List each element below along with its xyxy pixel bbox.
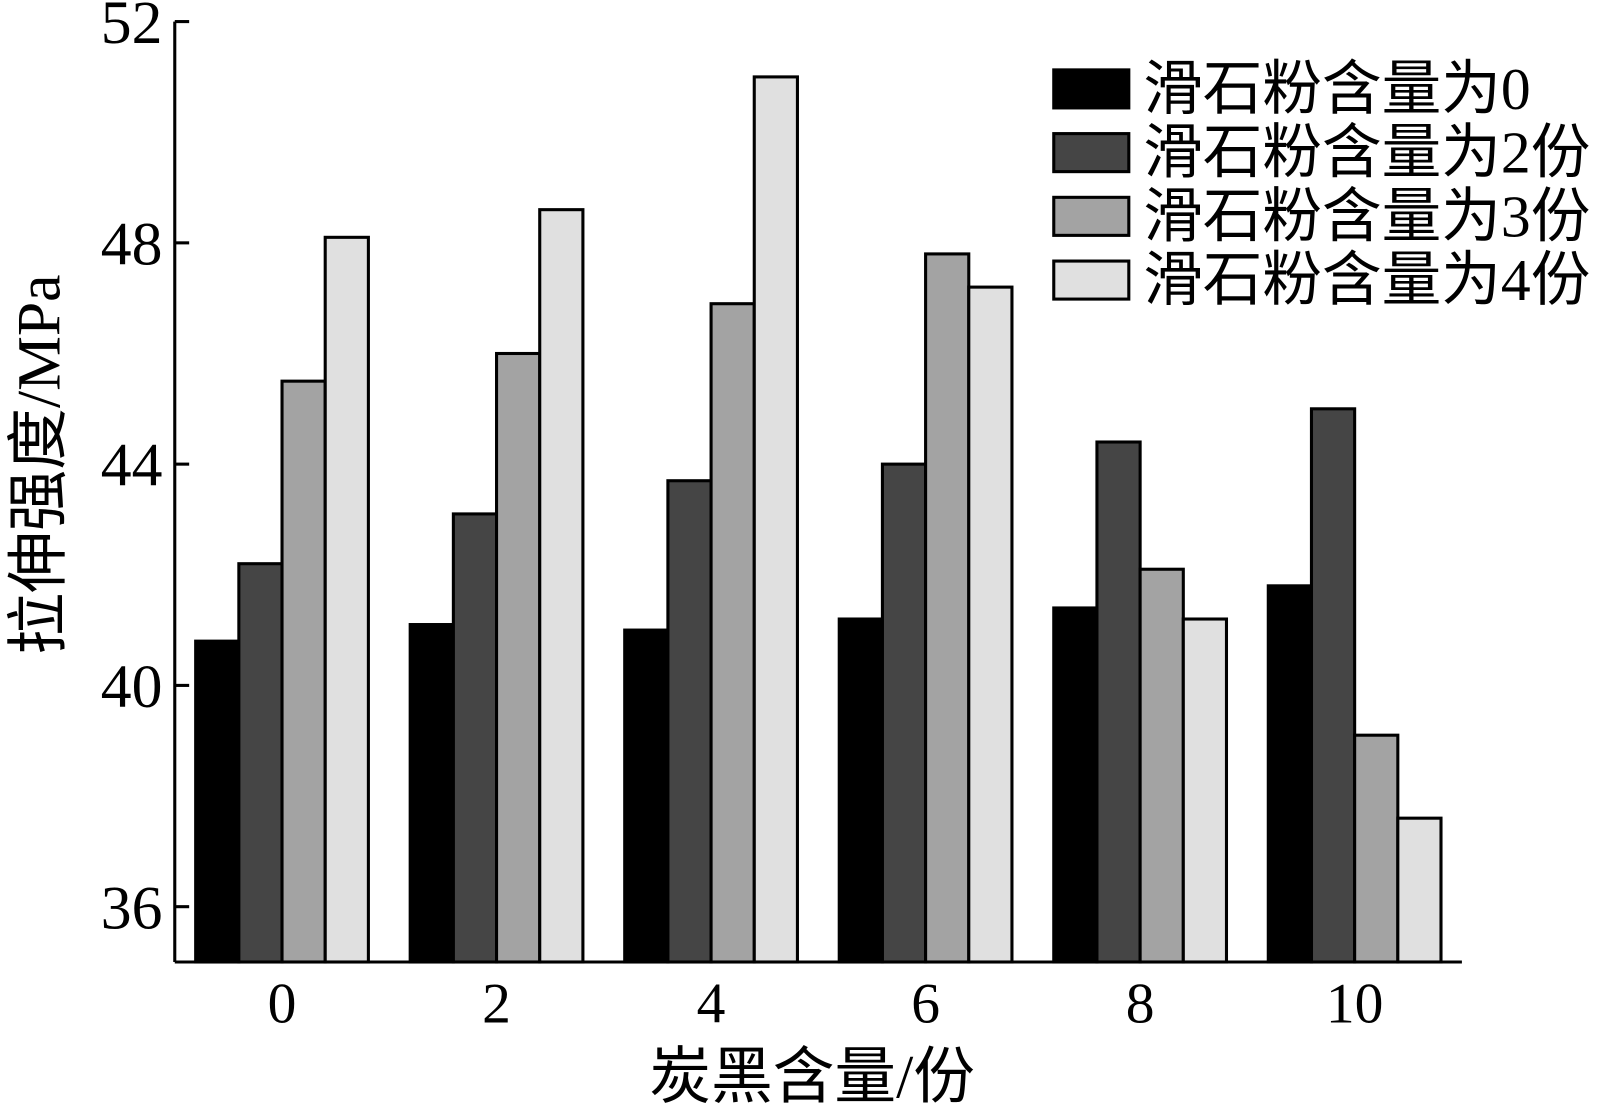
- bar-group-0: [194, 235, 370, 964]
- y-axis-label: 拉伸强度/MPa: [6, 274, 74, 654]
- legend-label: 滑石粉含量为3份: [1143, 183, 1590, 249]
- bar-series-0-cat-6: [837, 617, 884, 964]
- bar-series-1-cat-8: [1095, 440, 1142, 964]
- bar-series-1-cat-6: [880, 462, 928, 964]
- x-tick-label: 4: [697, 973, 726, 1036]
- legend: 滑石粉含量为0 滑石粉含量为2份 滑石粉含量为3份 滑石粉含量为4份: [1052, 56, 1590, 313]
- bar-series-0-cat-8: [1052, 606, 1099, 964]
- y-ticks: 36 40 44 48 52: [101, 0, 190, 942]
- legend-label: 滑石粉含量为2份: [1143, 120, 1590, 186]
- y-tick-label: 44: [101, 432, 163, 500]
- legend-label: 滑石粉含量为0: [1143, 56, 1531, 122]
- bar-series-2-cat-4: [709, 302, 756, 964]
- legend-item: 滑石粉含量为0: [1052, 56, 1531, 122]
- bar-series-0-cat-4: [623, 628, 670, 964]
- x-axis-label: 炭黑含量/份: [649, 1044, 974, 1110]
- y-tick-label: 36: [101, 874, 163, 942]
- bar-group-10: [1266, 407, 1443, 964]
- x-tick-label: 10: [1326, 973, 1384, 1036]
- legend-swatch: [1052, 68, 1131, 110]
- legend-swatch: [1052, 259, 1131, 301]
- legend-item: 滑石粉含量为3份: [1052, 183, 1590, 249]
- x-tick-label: 0: [268, 973, 297, 1036]
- bar-series-3-cat-2: [538, 208, 585, 964]
- bar-series-3-cat-4: [752, 75, 799, 964]
- x-ticks: 0 2 4 6 8 10: [268, 973, 1384, 1036]
- bar-series-1-cat-0: [237, 562, 284, 964]
- bar-series-3-cat-6: [967, 285, 1014, 964]
- y-tick-label: 52: [101, 0, 163, 57]
- legend-swatch: [1052, 195, 1131, 237]
- bar-series-1-cat-4: [666, 479, 713, 964]
- legend-swatch: [1052, 132, 1131, 174]
- legend-item: 滑石粉含量为2份: [1052, 120, 1590, 186]
- bar-series-2-cat-2: [495, 351, 542, 964]
- y-tick-label: 40: [101, 653, 163, 721]
- bar-series-2-cat-6: [924, 252, 971, 964]
- bar-series-2-cat-8: [1138, 567, 1185, 964]
- x-tick-label: 2: [482, 973, 511, 1036]
- bar-series-0-cat-10: [1266, 584, 1314, 964]
- bar-group-2: [408, 208, 585, 964]
- bar-series-1-cat-10: [1309, 407, 1357, 964]
- bar-series-0-cat-0: [194, 639, 241, 964]
- bar-series-0-cat-2: [408, 623, 455, 964]
- bar-series-2-cat-0: [280, 379, 327, 964]
- x-tick-label: 8: [1126, 973, 1155, 1036]
- axes: [173, 21, 1462, 964]
- bar-group-4: [623, 75, 799, 964]
- legend-label: 滑石粉含量为4份: [1143, 247, 1590, 313]
- bars-area: [194, 75, 1443, 964]
- bar-series-3-cat-10: [1396, 816, 1443, 964]
- y-tick-label: 48: [101, 210, 163, 278]
- bar-group-8: [1052, 440, 1229, 964]
- bar-series-2-cat-10: [1353, 733, 1400, 964]
- x-tick-label: 6: [911, 973, 940, 1036]
- bar-group-6: [837, 252, 1014, 964]
- bar-series-3-cat-0: [323, 235, 370, 964]
- bar-series-3-cat-8: [1181, 617, 1229, 964]
- bar-series-1-cat-2: [451, 512, 499, 964]
- legend-item: 滑石粉含量为4份: [1052, 247, 1590, 313]
